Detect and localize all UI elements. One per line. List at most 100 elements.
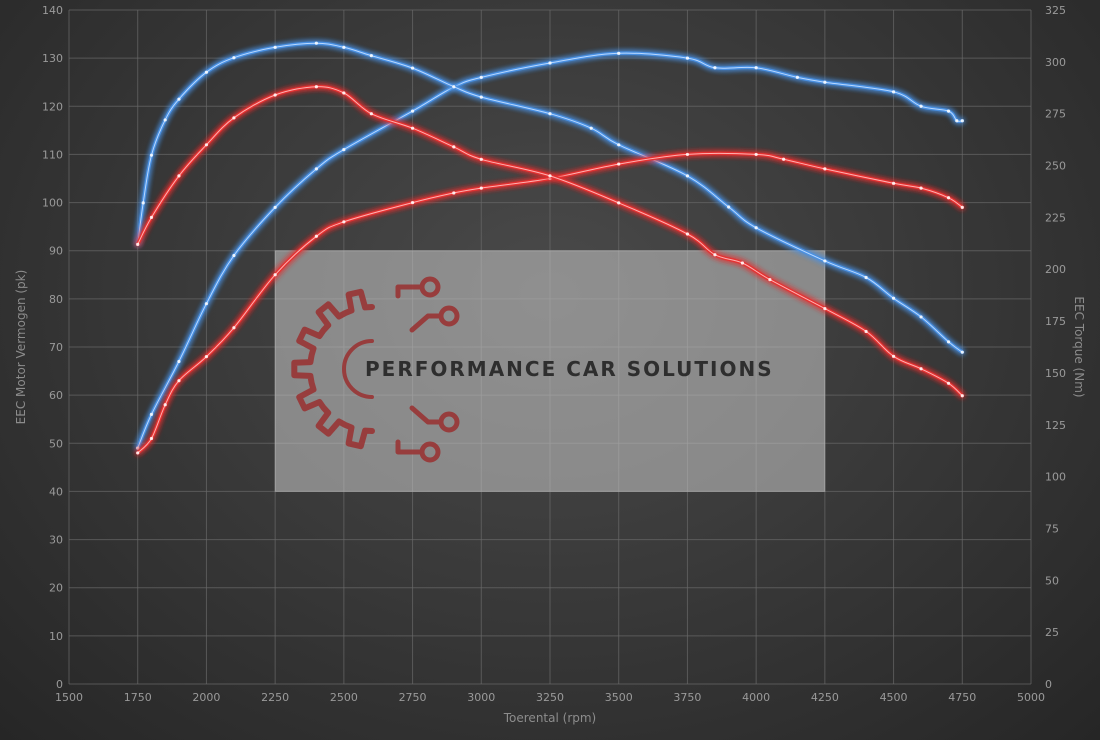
data-point — [740, 261, 745, 265]
series-0 — [135, 51, 965, 450]
data-point — [149, 153, 154, 157]
data-point — [342, 45, 346, 49]
series-line-core — [137, 42, 963, 353]
data-point — [960, 119, 964, 123]
data-point — [204, 143, 209, 147]
y-tick-label-left: 130 — [42, 52, 63, 65]
data-point — [177, 359, 181, 364]
y-tick-label-left: 70 — [49, 341, 63, 354]
data-point — [919, 104, 923, 108]
y-tick-label-right: 150 — [1045, 367, 1066, 380]
data-point — [946, 381, 951, 385]
y-tick-label-left: 100 — [42, 197, 63, 210]
circuit-trace — [395, 284, 423, 299]
y-tick-label-right: 125 — [1045, 419, 1066, 432]
x-tick-label: 2250 — [261, 691, 289, 704]
y-tick-label-right: 100 — [1045, 471, 1066, 484]
data-point — [946, 109, 951, 113]
data-point — [342, 220, 346, 224]
data-point — [177, 174, 181, 178]
series-3 — [135, 84, 965, 398]
data-point — [795, 75, 799, 79]
y-tick-label-right: 275 — [1045, 108, 1066, 121]
data-point — [955, 119, 959, 123]
y-tick-label-right: 0 — [1045, 678, 1052, 691]
x-tick-label: 3250 — [536, 691, 564, 704]
y-tick-label-left: 90 — [49, 245, 63, 258]
y-axis-title-left: EEC Motor Vermogen (pk) — [14, 270, 28, 425]
data-point — [891, 354, 896, 358]
data-point — [314, 167, 318, 171]
x-tick-label: 3750 — [673, 691, 701, 704]
y-tick-label-right: 250 — [1045, 160, 1066, 173]
data-point — [479, 186, 483, 190]
x-tick-label: 4750 — [948, 691, 976, 704]
x-tick-label: 2750 — [399, 691, 427, 704]
data-point — [919, 367, 923, 371]
data-point — [141, 201, 145, 205]
data-point — [617, 51, 621, 55]
data-point — [204, 70, 209, 74]
data-point — [232, 326, 236, 330]
data-point — [713, 253, 717, 257]
data-point — [685, 56, 690, 60]
y-tick-label-left: 140 — [42, 4, 63, 17]
data-point — [754, 66, 758, 70]
data-point — [685, 174, 690, 178]
data-point — [864, 275, 868, 280]
x-tick-label: 4000 — [742, 691, 770, 704]
data-point — [960, 350, 964, 354]
y-tick-label-left: 80 — [49, 293, 63, 306]
data-point — [452, 85, 456, 89]
y-tick-label-right: 200 — [1045, 263, 1066, 276]
data-point — [589, 126, 593, 130]
data-point — [617, 143, 621, 147]
watermark-text: PERFORMANCE CAR SOLUTIONS — [365, 357, 774, 381]
data-point — [548, 112, 552, 116]
data-point — [314, 85, 318, 89]
data-point — [163, 118, 167, 122]
y-tick-label-right: 50 — [1045, 574, 1059, 587]
data-point — [479, 157, 483, 161]
series-2 — [135, 151, 965, 455]
data-point — [685, 232, 690, 236]
data-point — [342, 148, 346, 152]
data-point — [919, 315, 923, 319]
gear-outline — [291, 288, 375, 450]
y-tick-label-right: 300 — [1045, 56, 1066, 69]
data-point — [452, 191, 456, 195]
y-tick-label-left: 60 — [49, 389, 63, 402]
y-tick-label-right: 175 — [1045, 315, 1066, 328]
data-point — [149, 215, 154, 219]
circuit-node — [438, 411, 460, 433]
circuit-node — [419, 276, 441, 298]
y-tick-label-left: 10 — [49, 630, 63, 643]
data-point — [136, 446, 140, 450]
series-line-core — [137, 152, 963, 454]
y-tick-label-left: 120 — [42, 100, 63, 113]
data-point — [273, 45, 277, 49]
y-tick-label-left: 0 — [56, 678, 63, 691]
data-point — [204, 302, 209, 306]
data-point — [369, 112, 373, 116]
data-point — [891, 181, 896, 185]
data-point — [342, 91, 346, 95]
series-1 — [135, 41, 965, 354]
data-point — [410, 200, 415, 205]
gear-inner-arc — [342, 339, 374, 399]
data-point — [273, 205, 277, 209]
data-point — [919, 186, 923, 190]
y-tick-label-left: 110 — [42, 148, 63, 161]
data-point — [177, 97, 181, 101]
data-point — [768, 278, 772, 282]
data-point — [232, 253, 236, 258]
watermark-panel — [274, 250, 826, 492]
watermark: PERFORMANCE CAR SOLUTIONS — [274, 250, 826, 492]
data-point — [479, 75, 483, 79]
data-point — [960, 205, 964, 209]
data-point — [782, 157, 786, 161]
data-point — [204, 355, 209, 359]
data-point — [823, 80, 827, 84]
